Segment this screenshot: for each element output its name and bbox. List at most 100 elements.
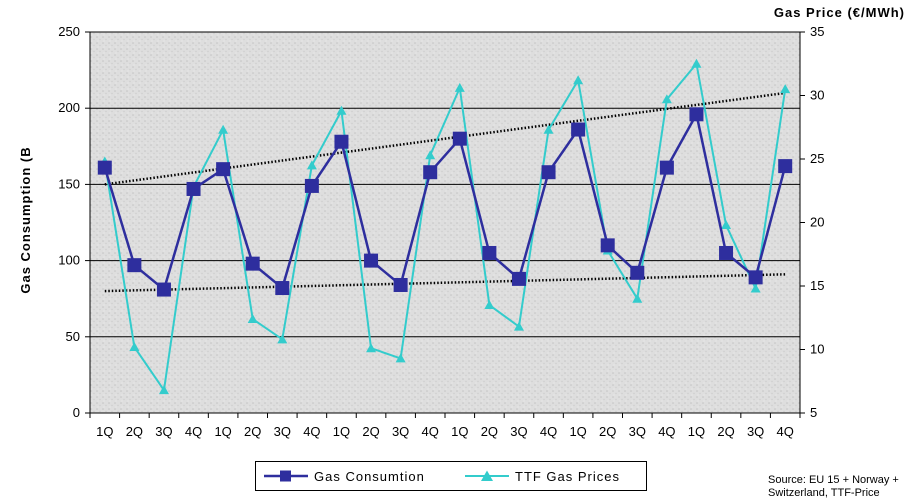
ttf-point [395,353,406,363]
y2-tick-label: 35 [810,24,824,39]
consumption-point [423,165,438,180]
ttf-point [513,321,524,331]
source-line-2: Switzerland, TTF-Price [768,487,880,499]
y-tick-label: 100 [58,253,80,268]
x-tick-label: 4Q [422,424,439,439]
y-tick-label: 0 [73,405,80,420]
ttf-point [247,314,258,324]
source-line-1: Source: EU 15 + Norway + [768,474,899,486]
x-tick-label: 2Q [244,424,261,439]
consumption-point [511,271,526,286]
consumption-point [97,160,112,175]
consumption-point [689,107,704,122]
consumption-point [127,258,142,273]
x-tick-label: 2Q [599,424,616,439]
y-tick-label: 50 [66,329,80,344]
trendline [104,91,786,186]
x-tick-label: 3Q [629,424,646,439]
y-tick-label: 200 [58,100,80,115]
trendline [104,273,786,293]
consumption-point [452,131,467,146]
y2-tick-label: 5 [810,405,817,420]
trendlines [104,91,786,293]
ttf-point [721,220,732,230]
source-note: Source: EU 15 + Norway + Switzerland, TT… [768,474,913,500]
x-tick-label: 2Q [362,424,379,439]
consumption-point [600,238,615,253]
x-tick-label: 1Q [451,424,468,439]
ttf-point [691,58,702,68]
series-line-ttf [103,61,787,393]
x-tick-label: 1Q [333,424,350,439]
consumption-point [245,256,260,271]
x-tick-label: 4Q [303,424,320,439]
ttf-point [306,160,317,170]
x-tick-label: 2Q [126,424,143,439]
consumption-point [482,245,497,260]
ttf-point [454,82,465,92]
x-tick-label: 3Q [155,424,172,439]
y2-tick-label: 10 [810,342,824,357]
consumption-point [393,277,408,292]
y2-tick-label: 15 [810,278,824,293]
ttf-point [158,385,169,395]
ttf-point [366,343,377,353]
y-axis-title: Gas Consumption (B [18,146,33,293]
legend-triangle-marker-icon [465,470,509,481]
ttf-point [425,150,436,160]
legend-label-ttf: TTF Gas Prices [515,468,621,484]
consumption-point [659,160,674,175]
consumption-point [630,265,645,280]
x-tick-label: 4Q [777,424,794,439]
x-tick-label: 4Q [185,424,202,439]
legend-item-consumption: Gas Consumtion [262,462,425,490]
legend: Gas Consumtion TTF Gas Prices [255,461,647,491]
x-tick-label: 1Q [688,424,705,439]
consumption-point [334,134,349,149]
ttf-point [573,75,584,85]
consumption-point [304,178,319,193]
x-tick-label: 1Q [214,424,231,439]
gridlines [90,31,800,338]
consumption-point [778,159,793,174]
ttf-point [129,341,140,351]
y2-tick-label: 30 [810,88,824,103]
series [97,58,793,395]
consumption-point [156,282,171,297]
x-tick-label: 3Q [274,424,291,439]
consumption-point [275,281,290,296]
y2-axis-title: Gas Price (€/MWh) [774,5,905,20]
consumption-point [719,245,734,260]
y-tick-label: 150 [58,176,80,191]
consumption-point [541,165,556,180]
ttf-point [218,124,229,134]
x-tick-label: 3Q [510,424,527,439]
consumption-point [748,270,763,285]
x-tick-label: 1Q [96,424,113,439]
consumption-point [216,162,231,177]
axes: 0 50 100 150 200 250 5 10 15 20 25 30 35 1Q 2Q 3Q 4Q 1Q 2Q… [58,24,824,439]
plot-area [90,32,800,413]
consumption-point [186,181,201,196]
legend-item-ttf: TTF Gas Prices [463,462,620,490]
ttf-point [661,94,672,104]
legend-label-consumption: Gas Consumtion [314,468,425,484]
y2-tick-label: 20 [810,215,824,230]
ttf-point [780,84,791,94]
legend-square-marker-icon [264,470,308,482]
x-tick-label: 3Q [392,424,409,439]
x-tick-label: 3Q [747,424,764,439]
consumption-point [571,122,586,137]
x-tick-label: 4Q [540,424,557,439]
ttf-point [632,293,643,303]
ttf-point [750,283,761,293]
ttf-point [543,124,554,134]
y-tick-label: 250 [58,24,80,39]
x-tick-label: 1Q [569,424,586,439]
x-tick-label: 4Q [658,424,675,439]
y2-tick-label: 25 [810,151,824,166]
x-tick-label: 2Q [481,424,498,439]
x-tick-label: 2Q [717,424,734,439]
